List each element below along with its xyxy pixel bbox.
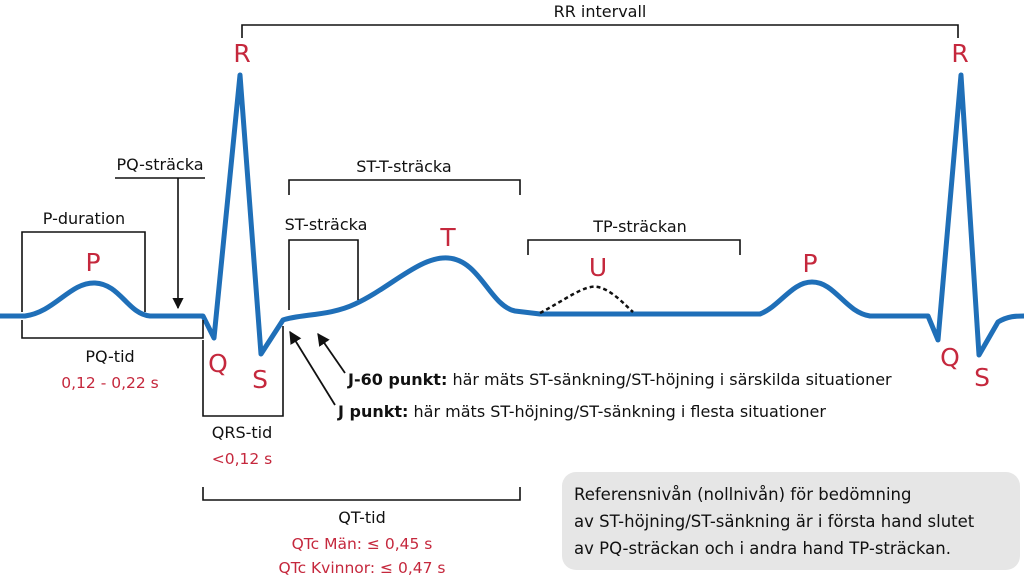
interval-value: <0,12 s: [212, 450, 273, 468]
wave-label: Q: [208, 349, 228, 378]
tp-bracket: [527, 239, 741, 255]
segment-label: ST-T-sträcka: [356, 157, 451, 176]
j60-annotation: J-60 punkt: här mäts ST-sänkning/ST-höjn…: [347, 370, 892, 389]
wave-label: S: [974, 363, 990, 392]
point-text: här mäts ST-sänkning/ST-höjning i särski…: [447, 370, 892, 389]
point-text: här mäts ST-höjning/ST-sänkning i flesta…: [408, 402, 826, 421]
pq-tid-bracket: [21, 320, 204, 339]
point-name: J punkt:: [337, 402, 408, 421]
point-name: J-60 punkt:: [347, 370, 447, 389]
interval-value: QTc Kvinnor: ≤ 0,47 s: [279, 559, 446, 577]
wave-label: S: [252, 365, 268, 394]
qt-bracket: [202, 487, 521, 501]
note-box: [562, 472, 1020, 570]
ecg-trace: [0, 72, 1024, 358]
u-wave: [539, 285, 634, 315]
note-line: Referensnivån (nollnivån) för bedömning: [574, 485, 911, 504]
interval-value: 0,12 - 0,22 s: [61, 374, 158, 392]
interval-label: PQ-tid: [85, 347, 134, 366]
p-duration-bracket: [21, 231, 146, 312]
wave-label: P: [85, 248, 100, 277]
wave-label: R: [233, 39, 250, 68]
segment-label: PQ-sträcka: [116, 155, 203, 174]
wave-label: T: [439, 223, 456, 252]
note-line: av ST-höjning/ST-sänkning är i första ha…: [574, 512, 975, 531]
wave-label: U: [589, 253, 607, 282]
wave-label: R: [951, 39, 968, 68]
st-t-bracket: [288, 179, 521, 195]
rr-label: RR intervall: [554, 2, 647, 21]
wave-label: P: [802, 249, 817, 278]
j-arrow: [289, 330, 336, 406]
interval-label: QRS-tid: [212, 423, 273, 442]
j-annotation: J punkt: här mäts ST-höjning/ST-sänkning…: [337, 402, 826, 421]
note-line: av PQ-sträckan och i andra hand TP-sträc…: [574, 539, 951, 558]
segment-label: ST-sträcka: [285, 215, 368, 234]
segment-label: P-duration: [43, 209, 125, 228]
j60-arrow: [317, 332, 346, 374]
interval-label: QT-tid: [338, 508, 386, 527]
segment-label: TP-sträckan: [592, 217, 687, 236]
interval-value: QTc Män: ≤ 0,45 s: [292, 535, 433, 553]
rr-bracket: [241, 24, 959, 38]
st-bracket: [288, 239, 359, 310]
wave-label: Q: [940, 343, 960, 372]
qrs-bracket: [202, 326, 284, 417]
